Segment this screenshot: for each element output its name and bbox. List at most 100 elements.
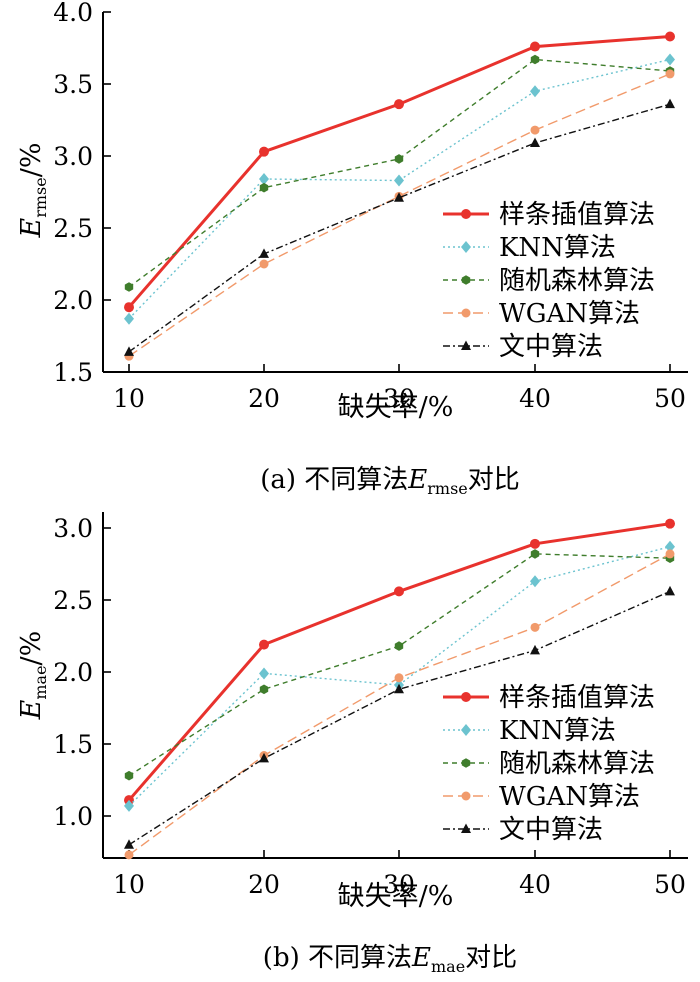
data-point <box>124 302 134 313</box>
data-point <box>259 248 269 258</box>
data-point <box>394 99 404 110</box>
x-axis-label: 缺失率/% <box>338 881 454 912</box>
data-point <box>124 850 134 860</box>
y-axis-label: Ermse/% <box>16 143 50 239</box>
y-axis-label: Emae/% <box>16 631 50 721</box>
series-5 <box>124 585 675 849</box>
legend-marker <box>461 791 471 801</box>
x-tick-label: 50 <box>654 870 686 899</box>
data-point <box>394 154 404 164</box>
y-tick-label: 3.5 <box>53 70 93 99</box>
data-point <box>259 173 269 186</box>
x-axis-label: 缺失率/% <box>338 392 454 423</box>
y-tick-label: 4.0 <box>53 0 93 27</box>
data-point <box>665 549 675 559</box>
series-line <box>128 73 671 357</box>
legend-marker <box>461 241 471 253</box>
chart-panel-2: 1.0 1.5 2.0 2.5 3.0 10 20 30 40 50 缺失率/% Emae/% (b) … <box>16 512 688 976</box>
data-point <box>259 146 269 157</box>
y-tick-label: 3.0 <box>53 142 93 171</box>
data-point <box>530 622 540 632</box>
legend-marker <box>461 724 471 736</box>
legend-marker <box>461 692 471 702</box>
data-point <box>124 839 134 849</box>
x-tick-label: 20 <box>248 870 280 899</box>
legend-marker <box>461 823 471 833</box>
data-point <box>259 667 269 680</box>
y-tick-label: 2.5 <box>53 214 93 243</box>
x-tick-label: 40 <box>519 384 551 413</box>
data-point <box>665 31 675 42</box>
series-1 <box>124 31 675 313</box>
data-point <box>530 85 540 98</box>
y-tick-label: 1.0 <box>53 802 93 831</box>
data-point <box>394 586 404 597</box>
data-point <box>259 639 269 650</box>
chart-panel-1: 1.5 2.0 2.5 3.0 3.5 4.0 10 20 30 40 50 缺失率/% Ermse/%… <box>16 0 688 498</box>
data-point <box>530 644 540 655</box>
chart-caption: (a) 不同算法Ermse对比 <box>260 465 520 498</box>
data-point <box>665 69 675 79</box>
data-point <box>394 192 404 202</box>
data-point <box>530 54 540 65</box>
data-point <box>259 259 269 269</box>
data-point <box>124 282 134 292</box>
data-point <box>394 641 404 651</box>
series-4 <box>124 549 675 860</box>
legend-marker <box>461 758 471 768</box>
data-point <box>259 684 269 695</box>
series-line <box>128 58 671 288</box>
legend-label: WGAN算法 <box>499 782 640 812</box>
y-tick-label: 1.5 <box>53 730 93 759</box>
legend-marker <box>461 275 471 285</box>
legend-label: 随机森林算法 <box>499 749 655 779</box>
series-3 <box>124 549 675 781</box>
data-point <box>665 540 675 553</box>
data-point <box>124 346 134 356</box>
x-tick-label: 30 <box>383 870 415 899</box>
x-tick-label: 10 <box>113 384 145 413</box>
series-line <box>128 546 671 807</box>
x-tick-label: 30 <box>383 384 415 413</box>
data-point <box>259 752 269 763</box>
series-2 <box>124 540 675 812</box>
legend-marker <box>461 340 471 350</box>
data-point <box>530 137 540 148</box>
y-tick-label: 2.0 <box>53 286 93 315</box>
data-point <box>665 518 675 529</box>
data-point <box>394 174 404 187</box>
data-point <box>124 770 134 781</box>
data-point <box>394 683 404 694</box>
legend-label: 随机森林算法 <box>499 266 655 296</box>
data-point <box>530 538 540 549</box>
series-line <box>128 103 671 353</box>
data-point <box>530 125 540 135</box>
y-tick-label: 2.5 <box>53 586 93 615</box>
series-1 <box>124 518 675 806</box>
data-point <box>665 98 675 109</box>
data-point <box>665 585 675 596</box>
data-point <box>530 575 540 588</box>
x-tick-label: 10 <box>113 870 145 899</box>
chart-caption: (b) 不同算法Emae对比 <box>263 943 517 976</box>
x-tick-label: 50 <box>654 384 686 413</box>
legend-label: 样条插值算法 <box>499 200 655 230</box>
x-tick-label: 20 <box>248 384 280 413</box>
data-point <box>665 53 675 66</box>
y-tick-label: 1.5 <box>53 358 93 387</box>
data-point <box>530 41 540 52</box>
data-point <box>259 182 269 193</box>
legend-label: WGAN算法 <box>499 299 640 329</box>
data-point <box>124 312 134 325</box>
data-point <box>394 673 404 683</box>
legend-label: 文中算法 <box>499 332 603 362</box>
legend-label: KNN算法 <box>499 233 616 263</box>
legend-label: 文中算法 <box>499 815 603 845</box>
y-tick-label: 2.0 <box>53 658 93 687</box>
y-tick-label: 3.0 <box>53 514 93 543</box>
x-tick-label: 40 <box>519 870 551 899</box>
legend-marker <box>461 209 471 219</box>
legend-label: KNN算法 <box>499 716 616 746</box>
